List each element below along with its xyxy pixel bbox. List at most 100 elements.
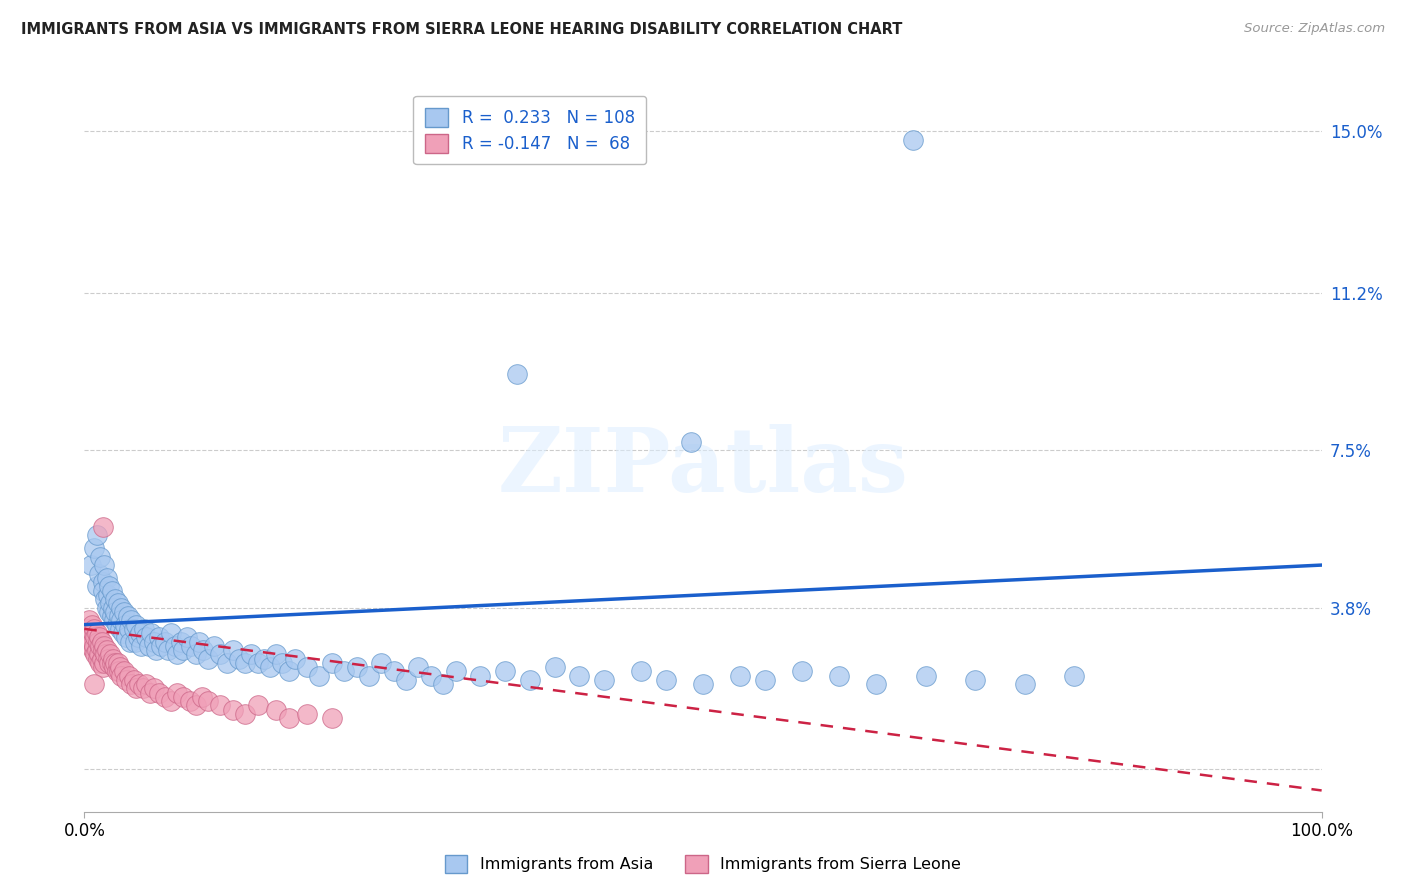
Point bbox=[86, 643, 108, 657]
Point bbox=[543, 660, 565, 674]
Point bbox=[382, 665, 405, 679]
Point bbox=[96, 643, 118, 657]
Point bbox=[107, 656, 129, 670]
Text: IMMIGRANTS FROM ASIA VS IMMIGRANTS FROM SIERRA LEONE HEARING DISABILITY CORRELAT: IMMIGRANTS FROM ASIA VS IMMIGRANTS FROM … bbox=[21, 22, 903, 37]
Point bbox=[655, 673, 678, 687]
Point bbox=[80, 634, 103, 648]
Point bbox=[184, 648, 207, 662]
Point bbox=[91, 520, 114, 534]
Point bbox=[138, 639, 160, 653]
Point bbox=[110, 613, 132, 627]
Point bbox=[295, 706, 318, 721]
Point bbox=[91, 583, 114, 598]
Point bbox=[94, 648, 117, 662]
Point bbox=[197, 651, 219, 665]
Point bbox=[108, 609, 131, 624]
Point bbox=[83, 541, 105, 555]
Point bbox=[284, 651, 307, 665]
Point bbox=[94, 592, 117, 607]
Point bbox=[141, 626, 163, 640]
Point bbox=[103, 660, 125, 674]
Point bbox=[112, 605, 135, 619]
Point bbox=[98, 656, 121, 670]
Point bbox=[128, 677, 150, 691]
Point bbox=[101, 600, 124, 615]
Point bbox=[120, 634, 142, 648]
Point bbox=[419, 668, 441, 682]
Point bbox=[153, 690, 176, 704]
Point bbox=[91, 643, 114, 657]
Point bbox=[142, 681, 165, 696]
Point bbox=[97, 588, 120, 602]
Point bbox=[135, 677, 157, 691]
Point bbox=[122, 673, 145, 687]
Point bbox=[82, 643, 104, 657]
Point bbox=[150, 639, 173, 653]
Point bbox=[122, 622, 145, 636]
Point bbox=[129, 639, 152, 653]
Point bbox=[97, 651, 120, 665]
Point bbox=[914, 668, 936, 682]
Point bbox=[104, 656, 127, 670]
Point bbox=[828, 668, 851, 682]
Point bbox=[179, 694, 201, 708]
Point bbox=[209, 648, 232, 662]
Point bbox=[125, 681, 148, 696]
Point bbox=[86, 626, 108, 640]
Point bbox=[110, 660, 132, 674]
Point bbox=[271, 656, 294, 670]
Point bbox=[89, 656, 111, 670]
Point bbox=[93, 558, 115, 572]
Point bbox=[370, 656, 392, 670]
Point bbox=[202, 639, 225, 653]
Point bbox=[103, 613, 125, 627]
Point bbox=[90, 634, 112, 648]
Point bbox=[1063, 668, 1085, 682]
Point bbox=[120, 677, 142, 691]
Text: Source: ZipAtlas.com: Source: ZipAtlas.com bbox=[1244, 22, 1385, 36]
Point bbox=[105, 665, 128, 679]
Point bbox=[83, 639, 105, 653]
Point bbox=[100, 609, 122, 624]
Point bbox=[444, 665, 467, 679]
Point bbox=[228, 651, 250, 665]
Point bbox=[333, 665, 356, 679]
Point bbox=[83, 677, 105, 691]
Point bbox=[114, 617, 136, 632]
Point bbox=[209, 698, 232, 713]
Point bbox=[170, 634, 193, 648]
Point bbox=[692, 677, 714, 691]
Point bbox=[98, 648, 121, 662]
Point bbox=[432, 677, 454, 691]
Point bbox=[80, 617, 103, 632]
Point bbox=[115, 631, 138, 645]
Point bbox=[105, 617, 128, 632]
Point bbox=[148, 686, 170, 700]
Point bbox=[124, 634, 146, 648]
Point bbox=[395, 673, 418, 687]
Point bbox=[568, 668, 591, 682]
Point bbox=[188, 634, 211, 648]
Point bbox=[93, 639, 115, 653]
Point bbox=[470, 668, 492, 682]
Legend: R =  0.233   N = 108, R = -0.147   N =  68: R = 0.233 N = 108, R = -0.147 N = 68 bbox=[413, 96, 647, 164]
Point bbox=[117, 609, 139, 624]
Point bbox=[127, 631, 149, 645]
Point bbox=[115, 673, 138, 687]
Point bbox=[148, 631, 170, 645]
Legend: Immigrants from Asia, Immigrants from Sierra Leone: Immigrants from Asia, Immigrants from Si… bbox=[439, 848, 967, 880]
Point bbox=[163, 639, 186, 653]
Point bbox=[593, 673, 616, 687]
Point bbox=[79, 631, 101, 645]
Point bbox=[129, 626, 152, 640]
Point bbox=[104, 605, 127, 619]
Point bbox=[264, 703, 287, 717]
Point bbox=[153, 634, 176, 648]
Point bbox=[79, 613, 101, 627]
Point bbox=[91, 575, 114, 590]
Point bbox=[222, 643, 245, 657]
Point bbox=[176, 631, 198, 645]
Point bbox=[215, 656, 238, 670]
Point bbox=[83, 622, 105, 636]
Point bbox=[321, 711, 343, 725]
